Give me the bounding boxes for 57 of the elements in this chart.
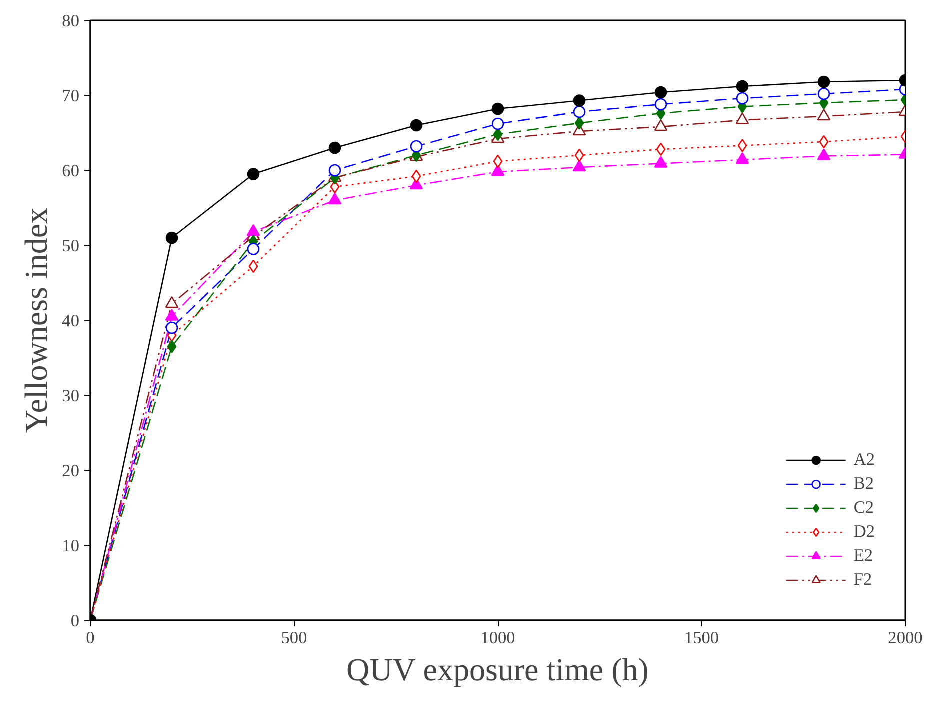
point bbox=[492, 102, 504, 116]
legend-label: B2 bbox=[854, 474, 874, 494]
point bbox=[736, 152, 750, 164]
y-tick-label: 60 bbox=[62, 162, 80, 180]
point bbox=[248, 260, 258, 274]
point bbox=[165, 309, 179, 321]
y-tick-label: 30 bbox=[62, 386, 80, 406]
point bbox=[573, 106, 586, 118]
y-axis-title: Yellowness index bbox=[18, 208, 54, 434]
point bbox=[246, 224, 260, 236]
legend-label: A2 bbox=[854, 450, 875, 470]
point bbox=[573, 94, 586, 107]
legend-label: D2 bbox=[854, 522, 875, 542]
point bbox=[654, 86, 668, 99]
point bbox=[410, 140, 423, 153]
point bbox=[493, 154, 503, 168]
point bbox=[818, 76, 830, 88]
point bbox=[167, 340, 177, 354]
point bbox=[738, 139, 748, 152]
point bbox=[247, 243, 260, 256]
y-tick-label: 50 bbox=[62, 236, 80, 256]
point bbox=[410, 119, 423, 132]
point bbox=[736, 92, 749, 105]
point bbox=[328, 164, 342, 177]
point bbox=[817, 148, 831, 160]
legend-label: E2 bbox=[854, 546, 874, 566]
point bbox=[165, 296, 179, 308]
point bbox=[412, 170, 422, 184]
y-tick-label: 20 bbox=[62, 462, 80, 480]
point bbox=[654, 98, 668, 111]
point bbox=[736, 80, 749, 93]
x-axis-title: QUV exposure time (h) bbox=[346, 652, 649, 688]
point bbox=[328, 192, 342, 205]
legend-label: F2 bbox=[854, 570, 874, 590]
x-tick-label: 500 bbox=[281, 628, 308, 648]
point bbox=[656, 142, 666, 156]
x-tick-label: 1500 bbox=[684, 628, 720, 648]
point bbox=[574, 148, 584, 162]
point bbox=[654, 156, 668, 168]
point bbox=[492, 118, 504, 130]
point bbox=[574, 116, 584, 130]
x-tick-label: 0 bbox=[86, 628, 95, 648]
point bbox=[818, 88, 830, 100]
point bbox=[166, 322, 178, 334]
y-tick-label: 40 bbox=[62, 312, 80, 330]
point bbox=[166, 232, 178, 244]
x-tick-label: 2000 bbox=[888, 628, 923, 648]
y-tick-label: 80 bbox=[62, 12, 80, 30]
y-tick-label: 10 bbox=[62, 536, 80, 556]
point bbox=[572, 160, 586, 172]
point bbox=[247, 168, 260, 180]
y-tick-label: 70 bbox=[62, 86, 80, 106]
y-tick-label: 0 bbox=[70, 612, 80, 630]
point bbox=[328, 142, 342, 154]
legend-label: C2 bbox=[854, 498, 874, 518]
x-tick-label: 1000 bbox=[480, 628, 516, 648]
point bbox=[819, 135, 829, 149]
